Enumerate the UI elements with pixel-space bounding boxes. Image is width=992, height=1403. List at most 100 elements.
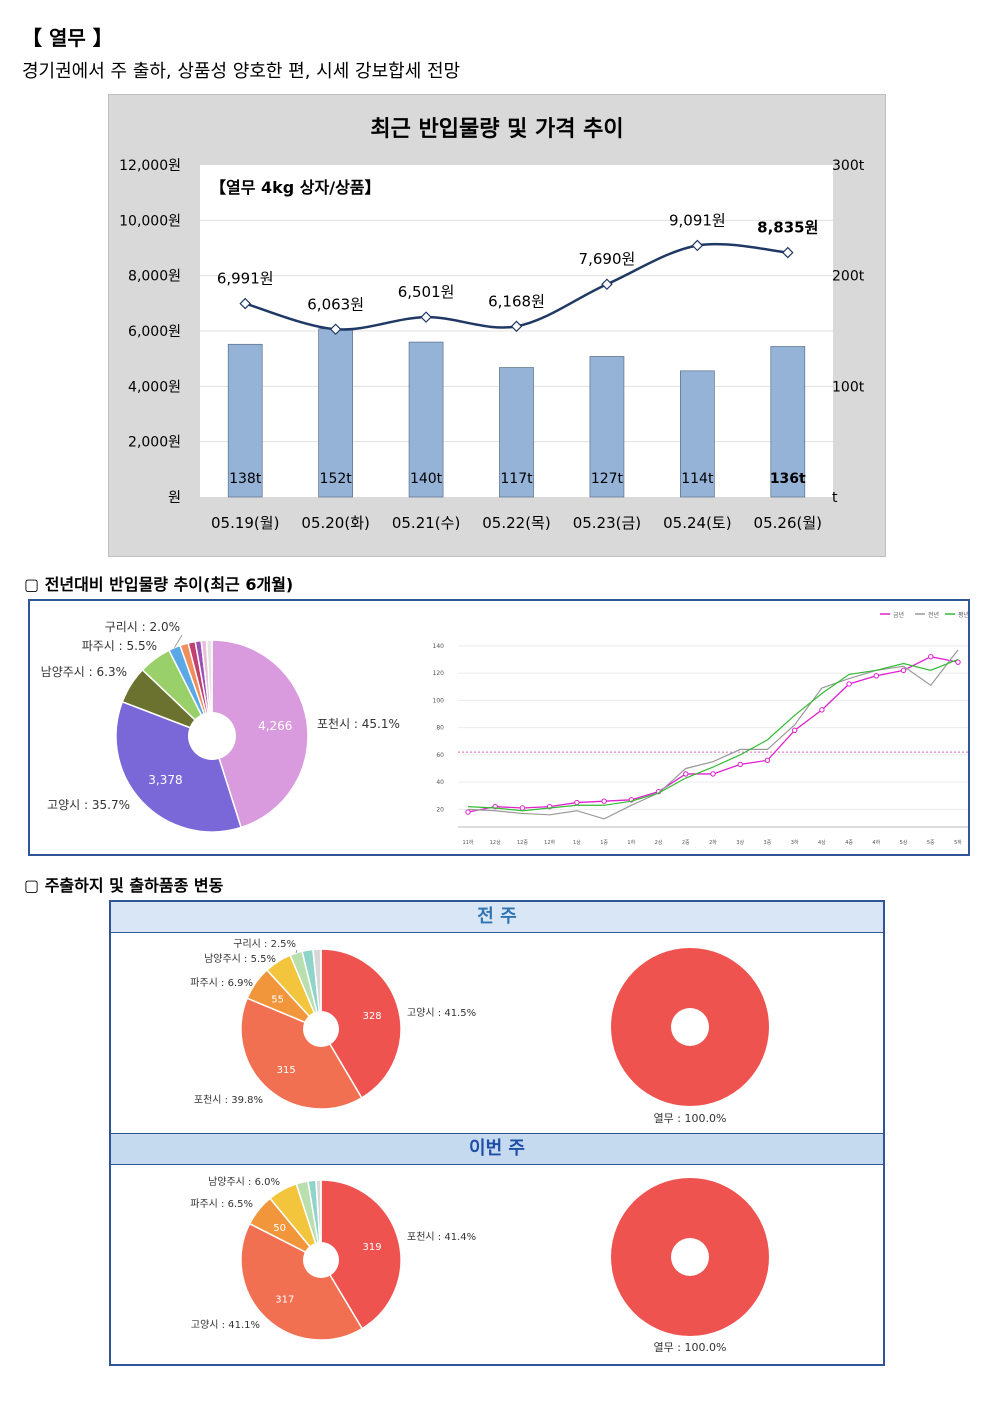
x-axis-tick: 2중	[682, 840, 690, 846]
series-point	[683, 771, 689, 777]
x-axis-tick: 05.19(월)	[211, 514, 279, 532]
x-axis-tick: 4상	[818, 839, 826, 846]
pie-slice-value: 317	[275, 1295, 294, 1306]
price-value-label: 6,063원	[307, 295, 364, 313]
series-point	[928, 654, 934, 660]
bar-value-label: 117t	[500, 471, 533, 487]
y-axis-tick: 80	[436, 725, 444, 732]
volume-bar	[680, 370, 715, 498]
series-point	[465, 809, 471, 815]
pie-slice	[320, 948, 402, 1099]
pie-slice-label: 열무 : 100.0%	[654, 1112, 727, 1125]
series-point	[710, 771, 716, 777]
pie-slice	[312, 948, 322, 1030]
series-point	[601, 798, 607, 804]
bar-value-label: 140t	[410, 471, 443, 487]
right-axis-tick: 200t	[832, 269, 865, 285]
this-week-variety-pie: 열무 : 100.0%	[611, 1178, 769, 1354]
chart-title: 최근 반입물량 및 가격 추이	[370, 117, 623, 142]
pie-slice-value: 4,266	[258, 719, 292, 733]
volume-bar	[770, 346, 806, 498]
pie-slice-label: 고양시 : 41.1%	[191, 1319, 260, 1331]
pie-slice-label: 남양주시 : 5.5%	[204, 953, 276, 965]
price-point	[420, 311, 432, 323]
y-axis-tick: 20	[436, 806, 444, 813]
x-axis-tick: 05.23(금)	[573, 514, 641, 532]
x-axis-tick: 5중	[927, 840, 935, 846]
pie-slice-label: 파주시 : 6.5%	[190, 1198, 253, 1210]
y-axis-tick: 60	[436, 752, 444, 759]
origin-share-pie-chart: 4,266 포천시 : 45.1% 3,378 고양시 : 35.7% 남양주시 : 6…	[41, 620, 400, 833]
pie-slice-label: 구리시 : 2.5%	[233, 938, 296, 950]
shipping-origin-panel: 전 주 328 고양시 : 41.5% 315 포천시 : 39.8% 55 파주시 : …	[109, 900, 885, 1366]
left-axis-tick: 10,000원	[119, 213, 181, 229]
section2-title: ▢ 전년대비 반입물량 추이(최근 6개월)	[24, 575, 294, 594]
bar-value-label: 127t	[591, 471, 624, 487]
pie-slice-label: 남양주시 : 6.0%	[208, 1176, 280, 1188]
this-week-origin-pie: 319 포천시 : 41.4% 317 고양시 : 41.1% 50 파주시 : 6.5%…	[190, 1176, 476, 1341]
pie-slice-label: 파주시 : 6.9%	[190, 977, 253, 989]
left-axis-tick: 12,000원	[119, 158, 181, 174]
pie-slice	[211, 639, 309, 829]
right-axis-tick: 300t	[832, 158, 865, 174]
prev-week-origin-pie: 328 고양시 : 41.5% 315 포천시 : 39.8% 55 파주시 : 6.9%…	[190, 938, 476, 1110]
x-axis-tick: 05.22(목)	[482, 514, 550, 532]
y-axis-tick: 40	[436, 779, 444, 786]
series-point	[791, 727, 798, 734]
section3-title: ▢ 주출하지 및 출하품종 변동	[24, 876, 224, 895]
price-point	[329, 323, 342, 336]
pie-slice-label: 파주시 : 5.5%	[82, 639, 157, 653]
x-axis-tick: 05.26(월)	[754, 514, 822, 532]
chart-annotation: 【열무 4kg 상자/상품】	[210, 178, 381, 197]
pie-slice	[115, 700, 243, 833]
price-value-label: 8,835원	[757, 219, 818, 237]
right-axis-tick: 100t	[832, 379, 865, 395]
y-axis-tick: 100	[433, 697, 445, 704]
x-axis-tick: 12중	[517, 840, 528, 846]
price-value-label: 6,991원	[217, 270, 274, 288]
pie-leader-line	[174, 634, 183, 648]
prev-week-variety-pie: 열무 : 100.0%	[611, 948, 769, 1125]
pie-slice-label: 남양주시 : 6.3%	[41, 665, 127, 679]
pie-hole	[671, 1238, 709, 1276]
page-subtitle: 경기권에서 주 출하, 상품성 양호한 편, 시세 강보합세 전망	[22, 61, 461, 82]
this-week-band: 이번 주	[111, 1133, 883, 1165]
x-axis-tick: 1하	[627, 839, 635, 846]
yoy-volume-line-chart: 금년 전년 평년 140 120 100 80 60 40 20 11하 12상 12중 12하 1상 1중 1…	[433, 611, 968, 846]
page-title: 【 열무 】	[22, 26, 113, 50]
pie-slice	[240, 1222, 364, 1341]
pie-slice-value: 50	[273, 1223, 286, 1234]
pie-slice-value: 319	[363, 1242, 382, 1253]
pie-hole	[303, 1242, 339, 1278]
bar-value-label: 136t	[770, 471, 806, 487]
price-point	[239, 297, 252, 310]
pie-slice-label: 포천시 : 39.8%	[194, 1094, 263, 1106]
pie-hole	[188, 712, 236, 760]
pie-slice	[205, 639, 213, 737]
price-point	[601, 278, 613, 291]
pie-slice-label: 포천시 : 45.1%	[317, 716, 400, 731]
y-axis-tick: 120	[433, 670, 445, 677]
pie-slice-value: 328	[363, 1011, 382, 1022]
series-point	[873, 673, 880, 679]
bar-value-label: 138t	[229, 471, 262, 487]
pie-slice-value: 55	[271, 995, 284, 1006]
x-axis-tick: 12상	[490, 839, 501, 846]
volume-bar	[318, 328, 353, 498]
x-axis-tick: 05.21(수)	[392, 514, 460, 532]
series-point	[519, 805, 526, 811]
series-line-1	[467, 649, 959, 820]
legend-label: 금년	[893, 611, 904, 619]
pie-slice-value: 315	[277, 1065, 296, 1076]
x-axis-tick: 3하	[791, 839, 799, 846]
y-axis-tick: 140	[433, 643, 445, 650]
left-axis-tick: 8,000원	[128, 269, 181, 285]
x-axis-tick: 3상	[736, 839, 744, 846]
price-value-label: 7,690원	[579, 250, 636, 268]
left-axis-tick: 원	[168, 490, 181, 506]
x-axis-tick: 05.20(화)	[301, 514, 369, 532]
x-axis-tick: 1상	[573, 839, 581, 846]
x-axis-tick: 4중	[845, 840, 853, 846]
pie-slice-value: 3,378	[148, 773, 182, 787]
bar-value-label: 114t	[681, 471, 714, 487]
